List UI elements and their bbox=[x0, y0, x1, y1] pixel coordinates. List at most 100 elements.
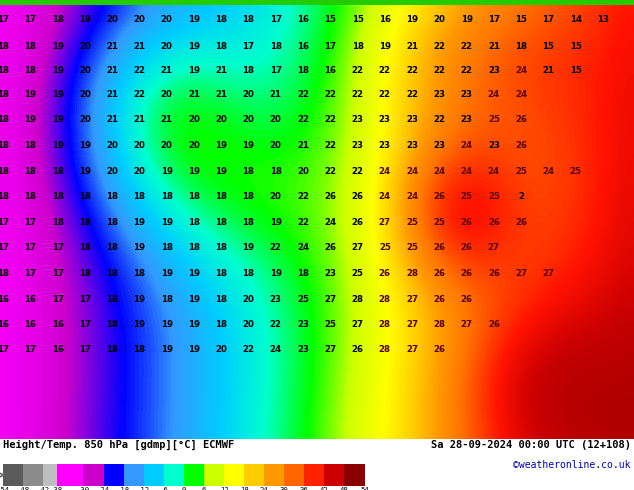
Text: 21: 21 bbox=[107, 66, 118, 74]
Text: 23: 23 bbox=[379, 141, 391, 150]
Text: 15: 15 bbox=[570, 42, 581, 50]
Text: 19: 19 bbox=[270, 218, 281, 227]
Text: 16: 16 bbox=[325, 66, 336, 74]
Text: 18: 18 bbox=[0, 42, 9, 50]
Text: 22: 22 bbox=[297, 192, 309, 201]
Text: 26: 26 bbox=[434, 269, 445, 278]
Text: 22: 22 bbox=[352, 167, 363, 175]
Text: 23: 23 bbox=[488, 141, 500, 150]
Text: 23: 23 bbox=[297, 320, 309, 329]
Text: 28: 28 bbox=[434, 320, 445, 329]
Text: 22: 22 bbox=[134, 90, 145, 99]
Text: 21: 21 bbox=[188, 90, 200, 99]
Text: 16: 16 bbox=[52, 320, 63, 329]
Text: 18: 18 bbox=[243, 66, 254, 74]
Text: 19: 19 bbox=[188, 66, 200, 74]
Text: 23: 23 bbox=[488, 66, 500, 74]
Text: 22: 22 bbox=[434, 42, 445, 50]
Text: 18: 18 bbox=[134, 345, 145, 354]
Text: 24: 24 bbox=[324, 218, 337, 227]
Text: 14: 14 bbox=[569, 15, 582, 24]
Text: 20: 20 bbox=[161, 15, 172, 24]
Text: 17: 17 bbox=[24, 269, 37, 278]
Text: 22: 22 bbox=[243, 345, 254, 354]
Text: 19: 19 bbox=[161, 218, 172, 227]
Text: 23: 23 bbox=[352, 141, 363, 150]
Text: 20: 20 bbox=[243, 320, 254, 329]
Text: 24: 24 bbox=[378, 167, 391, 175]
Text: 20: 20 bbox=[134, 141, 145, 150]
Text: 26: 26 bbox=[488, 320, 500, 329]
Text: 20: 20 bbox=[434, 15, 445, 24]
Text: 27: 27 bbox=[351, 320, 364, 329]
FancyBboxPatch shape bbox=[344, 465, 365, 486]
Text: 19: 19 bbox=[270, 269, 281, 278]
Text: 0: 0 bbox=[182, 487, 186, 490]
Text: 42: 42 bbox=[320, 487, 329, 490]
Text: 17: 17 bbox=[24, 345, 37, 354]
FancyBboxPatch shape bbox=[264, 465, 284, 486]
Text: 26: 26 bbox=[461, 243, 472, 252]
Text: 18: 18 bbox=[107, 320, 118, 329]
Text: -42: -42 bbox=[37, 487, 50, 490]
Text: 18: 18 bbox=[243, 192, 254, 201]
Text: 26: 26 bbox=[461, 269, 472, 278]
Text: 18: 18 bbox=[107, 294, 118, 304]
Text: 18: 18 bbox=[216, 294, 227, 304]
FancyBboxPatch shape bbox=[224, 465, 244, 486]
Text: 21: 21 bbox=[543, 66, 554, 74]
Text: 28: 28 bbox=[406, 269, 418, 278]
Text: 18: 18 bbox=[240, 487, 249, 490]
FancyBboxPatch shape bbox=[56, 465, 84, 486]
Bar bbox=[0, 0, 634, 5]
Text: 20: 20 bbox=[270, 192, 281, 201]
Text: 25: 25 bbox=[434, 218, 445, 227]
Text: 22: 22 bbox=[406, 66, 418, 74]
Text: 26: 26 bbox=[461, 294, 472, 304]
Text: 22: 22 bbox=[406, 90, 418, 99]
Text: 24: 24 bbox=[460, 167, 473, 175]
Text: 18: 18 bbox=[25, 167, 36, 175]
Text: 17: 17 bbox=[488, 15, 500, 24]
Text: 19: 19 bbox=[188, 167, 200, 175]
Text: 27: 27 bbox=[542, 269, 555, 278]
Text: 19: 19 bbox=[52, 66, 63, 74]
Text: 17: 17 bbox=[24, 15, 37, 24]
Text: 15: 15 bbox=[352, 15, 363, 24]
Text: 18: 18 bbox=[107, 269, 118, 278]
Text: -18: -18 bbox=[117, 487, 130, 490]
Text: 19: 19 bbox=[25, 90, 36, 99]
Text: 19: 19 bbox=[188, 320, 200, 329]
Text: 18: 18 bbox=[515, 42, 527, 50]
Text: 18: 18 bbox=[0, 269, 9, 278]
Text: 28: 28 bbox=[379, 345, 391, 354]
Text: 27: 27 bbox=[406, 345, 418, 354]
Text: 15: 15 bbox=[325, 15, 336, 24]
Text: 18: 18 bbox=[79, 218, 91, 227]
Text: 22: 22 bbox=[379, 90, 391, 99]
Text: 20: 20 bbox=[188, 141, 200, 150]
Text: 18: 18 bbox=[216, 192, 227, 201]
Text: 19: 19 bbox=[188, 294, 200, 304]
Text: 24: 24 bbox=[515, 66, 527, 74]
Text: 18: 18 bbox=[216, 15, 227, 24]
Text: 15: 15 bbox=[543, 42, 554, 50]
Text: 28: 28 bbox=[379, 294, 391, 304]
Text: ©weatheronline.co.uk: ©weatheronline.co.uk bbox=[514, 460, 631, 470]
Text: 17: 17 bbox=[0, 15, 10, 24]
Text: 26: 26 bbox=[434, 192, 445, 201]
Text: 27: 27 bbox=[324, 294, 337, 304]
Text: 27: 27 bbox=[488, 243, 500, 252]
Text: 18: 18 bbox=[216, 269, 227, 278]
Text: 23: 23 bbox=[297, 345, 309, 354]
Text: 24: 24 bbox=[406, 192, 418, 201]
Text: 23: 23 bbox=[461, 90, 472, 99]
Text: 24: 24 bbox=[406, 167, 418, 175]
Text: 17: 17 bbox=[79, 320, 91, 329]
FancyBboxPatch shape bbox=[284, 465, 304, 486]
Text: 20: 20 bbox=[270, 115, 281, 124]
Text: 26: 26 bbox=[325, 243, 336, 252]
Text: 26: 26 bbox=[515, 115, 527, 124]
Text: 25: 25 bbox=[406, 243, 418, 252]
Text: 25: 25 bbox=[379, 243, 391, 252]
